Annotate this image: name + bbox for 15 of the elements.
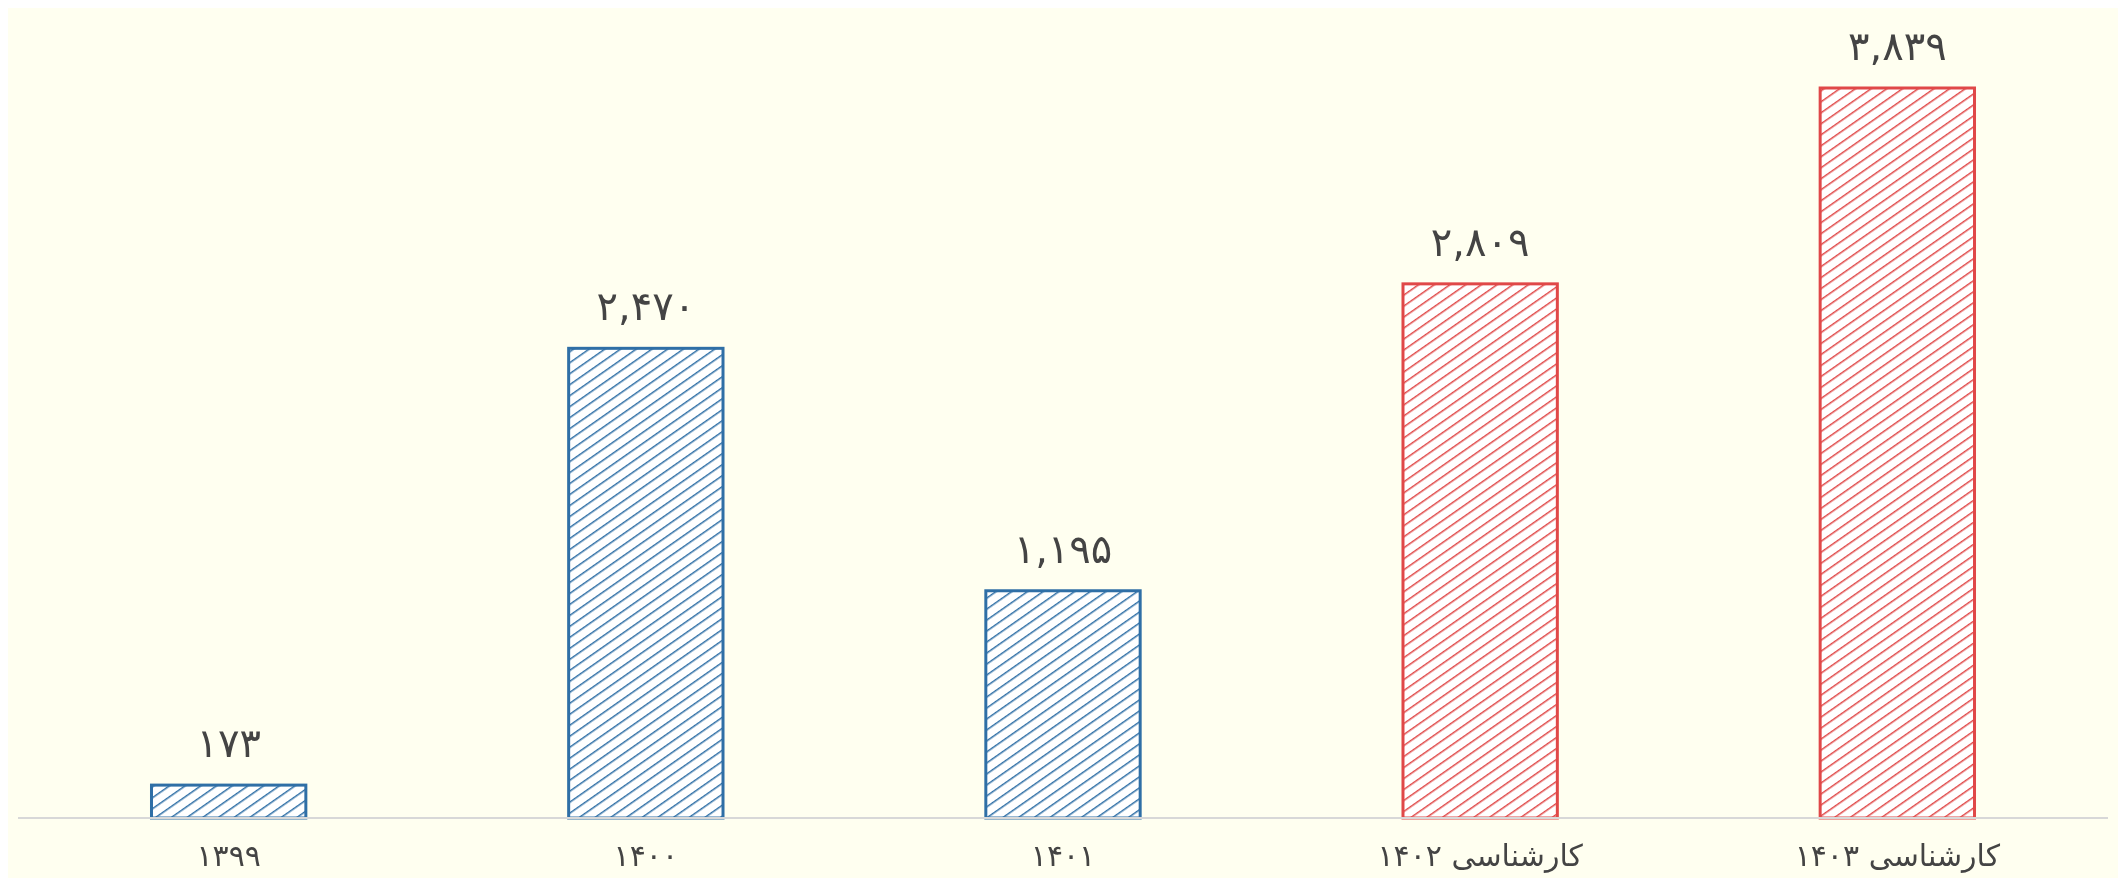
x-tick-label: ۱۴۰۱ [1030,838,1096,873]
data-label: ۱۷۳ [196,720,261,767]
data-label: ۳,۸۳۹ [1848,23,1947,69]
x-tick-label: ۱۳۹۹ [196,838,261,873]
x-tick-label: کارشناسی ۱۴۰۳ [1794,838,2001,873]
data-label: ۲,۴۷۰ [596,283,696,330]
bar [984,589,1142,820]
data-label: ۲,۸۰۹ [1430,218,1530,265]
bar [1818,86,1977,820]
x-tick-label: کارشناسی ۱۴۰۲ [1377,838,1584,873]
x-tick-label: ۱۴۰۰ [613,838,679,873]
bar [149,783,308,820]
data-label: ۱,۱۹۵ [1013,525,1113,572]
bar [567,346,725,820]
bar [1401,282,1559,820]
